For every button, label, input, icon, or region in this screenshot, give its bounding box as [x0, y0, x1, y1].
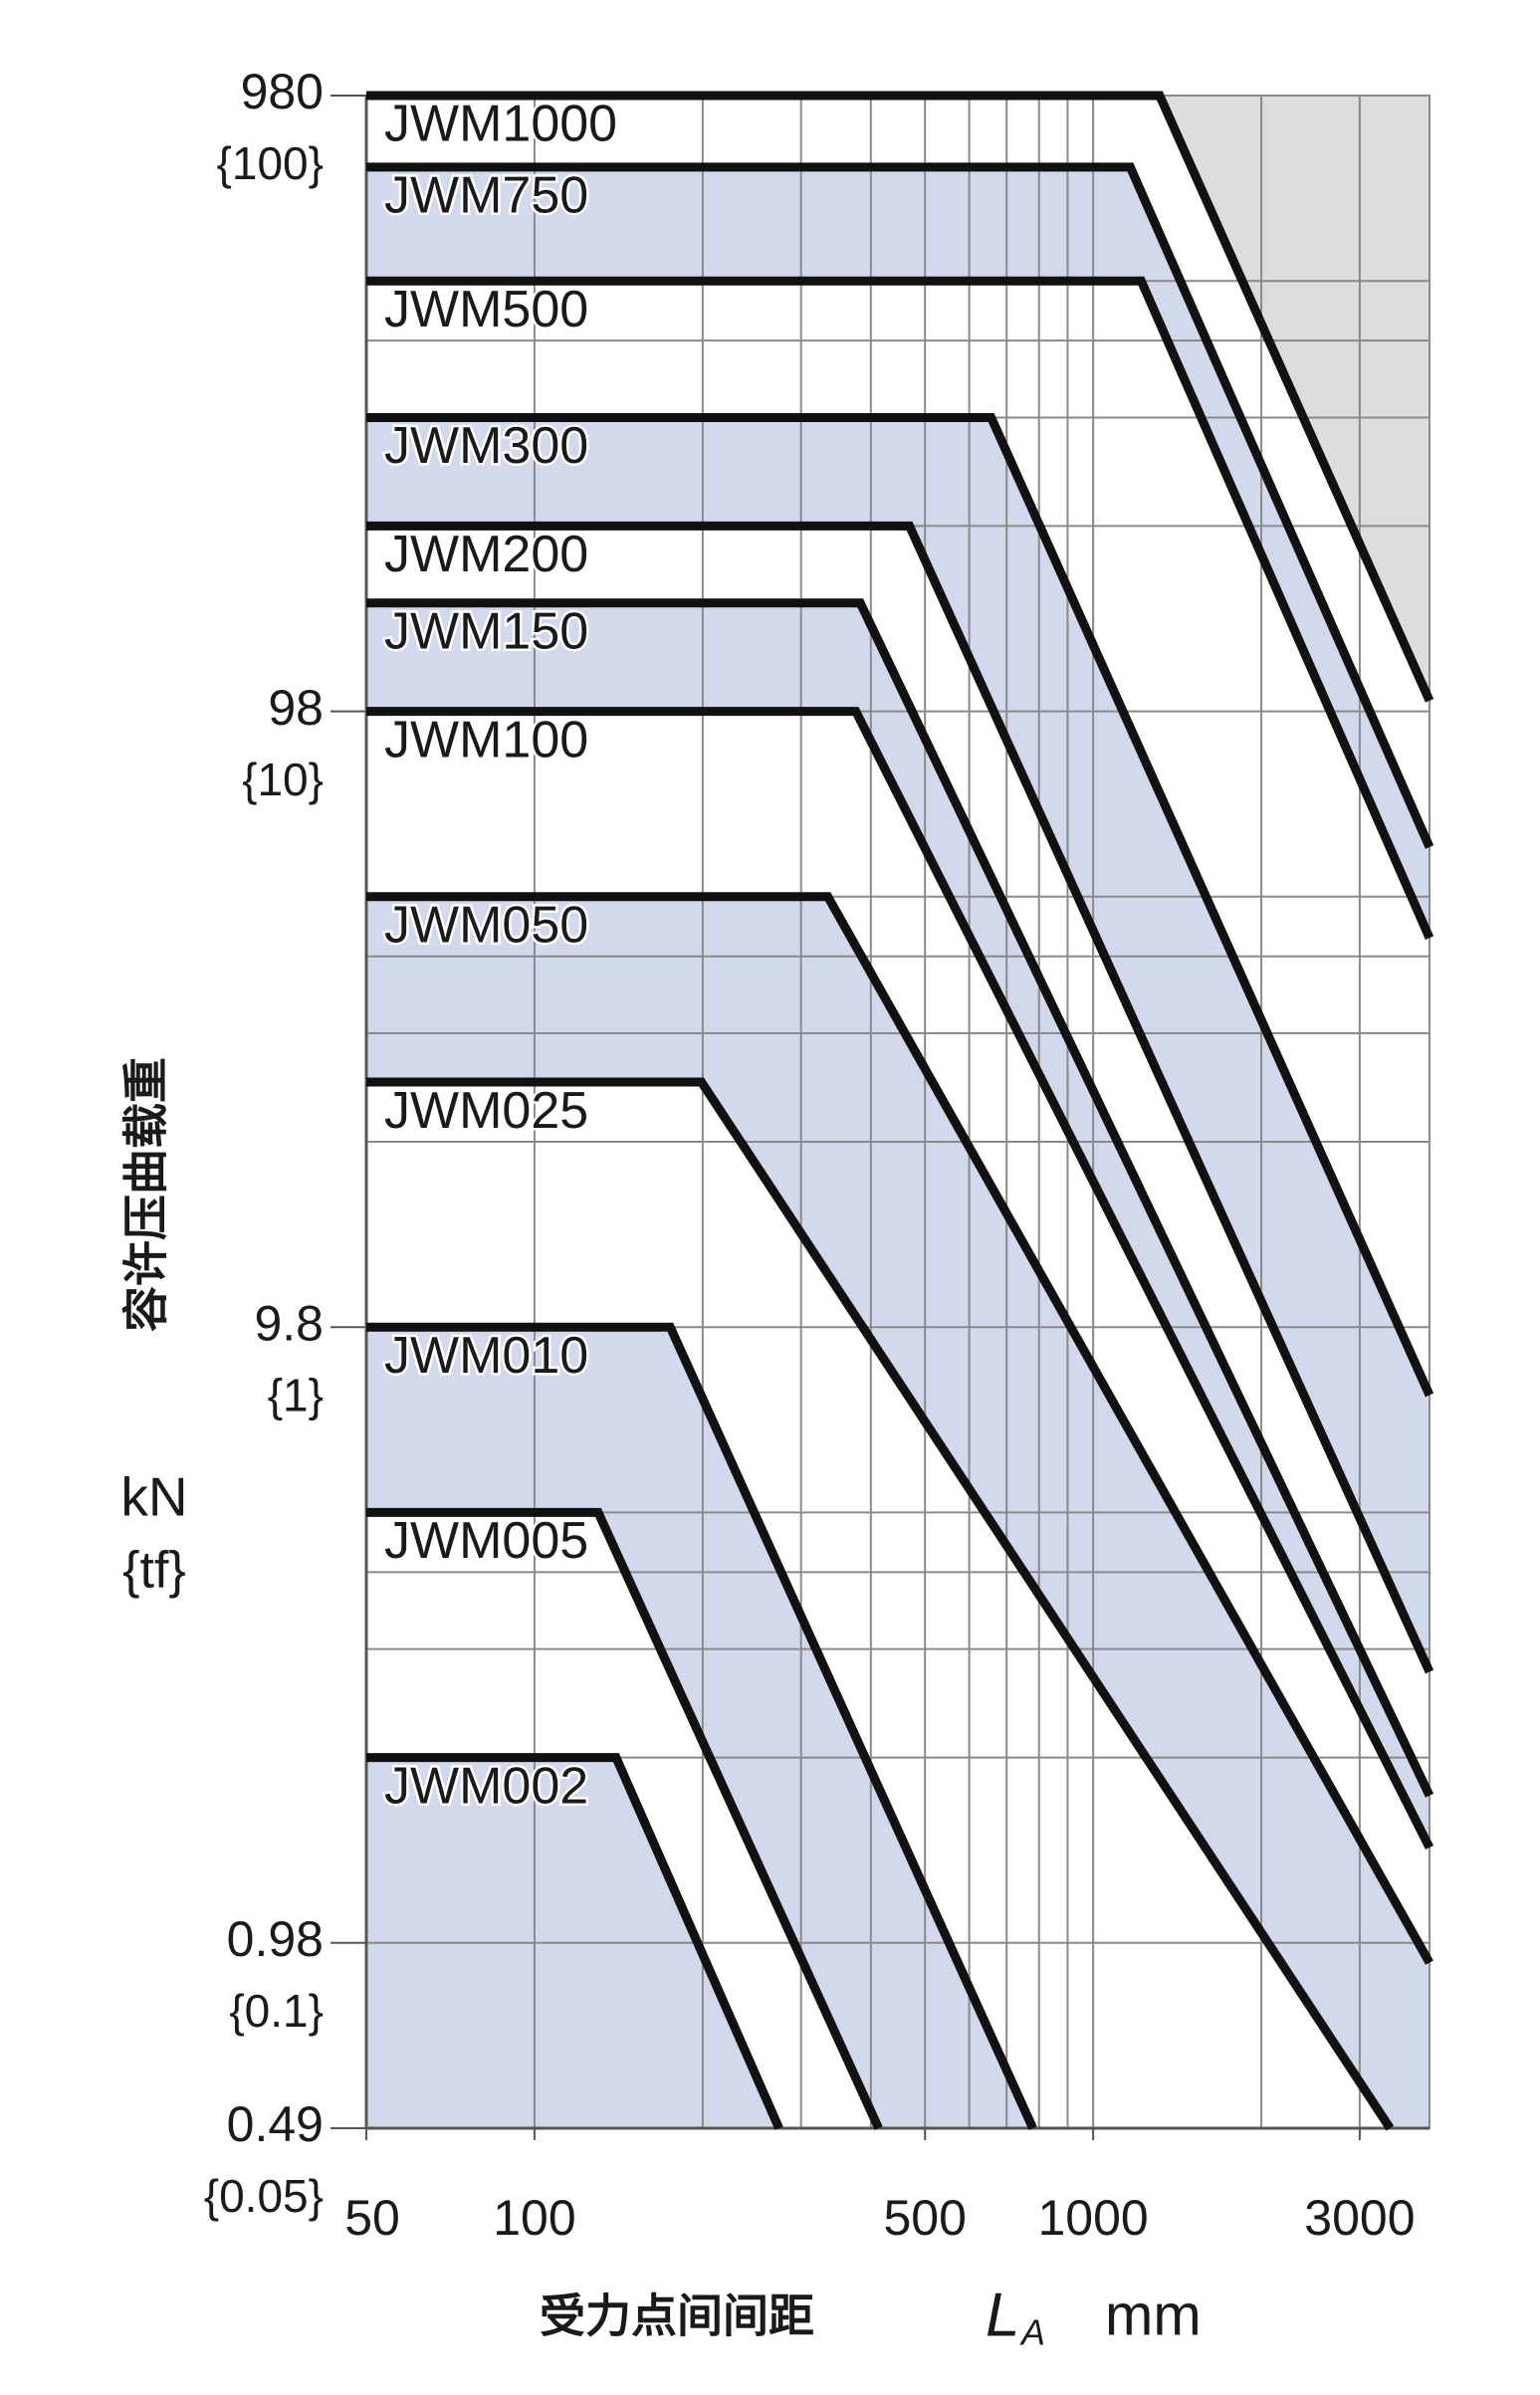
capacity-line: [366, 276, 1434, 941]
y-tick-label: 0.49: [227, 2096, 324, 2152]
series-label: JWM1000: [384, 96, 617, 153]
band-fill: [366, 711, 1430, 2128]
capacity-line: [366, 413, 1434, 1398]
band-fill: [366, 417, 1430, 2128]
x-tick-label: 3000: [1304, 2190, 1415, 2246]
x-unit: mm: [1105, 2283, 1202, 2347]
x-symbol-sub: A: [1019, 2312, 1045, 2353]
capacity-line: [366, 892, 1433, 1965]
band-fill: [366, 1757, 1430, 2128]
x-symbol: L: [986, 2281, 1019, 2349]
series-label: JWM300: [384, 417, 588, 475]
series-label: JWM010: [384, 1327, 588, 1385]
exceeded-region: [366, 96, 1430, 701]
y-axis-label: 容许压曲载重: [119, 1057, 173, 1332]
capacity-line: [366, 1507, 883, 2130]
band-fill: [366, 602, 1430, 2129]
y-tick-label-tf: {1}: [268, 1369, 324, 1420]
series-label: JWM150: [384, 602, 588, 660]
series-label: JWM005: [384, 1512, 588, 1570]
series-label: JWM750: [384, 167, 588, 225]
capacity-line: [366, 521, 1434, 1674]
x-axis-label: 受力点间间距: [540, 2289, 814, 2343]
series-label: JWM025: [384, 1082, 588, 1140]
y-tick-label: 980: [241, 64, 324, 119]
y-tick-label: 98: [268, 680, 324, 736]
x-tick-label: 50: [344, 2190, 400, 2246]
band-fill: [366, 896, 1430, 2128]
capacity-line: [366, 598, 1434, 1798]
y-tick-label-tf: {0.05}: [204, 2170, 324, 2222]
y-tick-label-tf: {100}: [217, 137, 324, 189]
y-tick-label: 9.8: [254, 1295, 324, 1351]
band-fill: [366, 1082, 1430, 2128]
capacity-line: [366, 1077, 1395, 2131]
series-label: JWM200: [384, 526, 588, 583]
capacity-line: [366, 707, 1434, 1851]
x-tick-label: 100: [493, 2190, 575, 2246]
band-fill: [366, 281, 1430, 2129]
x-tick-label: 1000: [1038, 2190, 1149, 2246]
capacity-line: [366, 1322, 1037, 2130]
band-fill: [366, 1512, 1430, 2128]
y-unit: kN: [120, 1466, 187, 1528]
y-tick-label-tf: {0.1}: [229, 1985, 324, 2037]
series-label: JWM002: [384, 1757, 588, 1815]
capacity-line: [366, 1753, 783, 2130]
series-label: JWM500: [384, 281, 588, 338]
capacity-line: [366, 162, 1434, 849]
series-label: JWM100: [384, 711, 588, 768]
x-tick-label: 500: [883, 2190, 966, 2246]
y-tick-label-tf: {10}: [242, 754, 324, 805]
capacity-line: [366, 91, 1434, 703]
series-label: JWM050: [384, 897, 588, 955]
band-fill: [366, 1327, 1430, 2128]
y-tick-label: 0.98: [227, 1911, 324, 1967]
y-unit-secondary: {tf}: [122, 1542, 186, 1600]
